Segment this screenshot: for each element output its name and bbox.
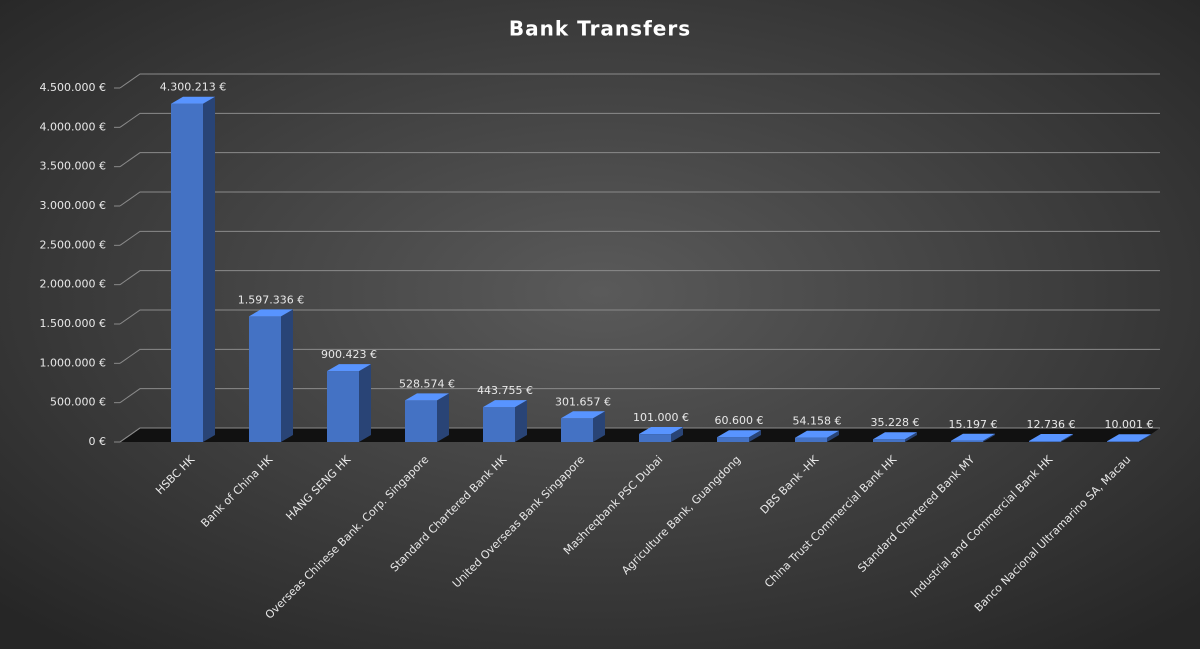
bar-side [1139,434,1151,442]
bar [951,433,995,442]
bar [327,364,371,442]
bar-top [405,393,449,401]
value-label: 4.300.213 € [160,81,226,94]
bar [1029,433,1073,442]
bar-top [249,309,293,317]
bar-front [795,437,827,442]
bar [405,393,449,442]
bar-top [717,430,761,438]
bar [795,430,839,442]
bar-top [795,430,839,438]
bar-side [515,400,527,442]
bar-side [281,309,293,442]
bar-top [951,433,995,441]
y-tick-label: 3.500.000 € [40,160,106,173]
bar-top [561,411,605,419]
bar-top [327,364,371,372]
bar-top [1029,433,1073,441]
value-label: 443.755 € [477,384,533,397]
y-tick-label: 2.000.000 € [40,278,106,291]
bar-side [203,96,215,442]
grid-line [119,112,1160,128]
bar-top [1107,434,1151,442]
y-tick-label: 4.000.000 € [40,120,106,133]
y-tick-label: 2.500.000 € [40,238,106,251]
grid-line [119,152,1160,168]
grid-line [119,388,1160,404]
bar-top [639,427,683,435]
bar-top [873,432,917,440]
bar-front [1107,441,1139,442]
y-tick-label: 3.000.000 € [40,199,106,212]
bar [561,411,605,442]
y-tick-label: 0 € [89,435,107,448]
bar-side [593,411,605,442]
bar-top [483,400,527,408]
chart-title: Bank Transfers [509,17,691,41]
bar-front [171,103,203,442]
bar-front [951,440,983,442]
grid-line [119,270,1160,286]
bar-side [749,430,761,442]
y-tick-label: 1.000.000 € [40,356,106,369]
bar-front [483,407,515,442]
grid-line [119,309,1160,325]
bar-side [671,427,683,442]
grid-line [119,73,1160,89]
bar-side [827,430,839,442]
bar-side [359,364,371,442]
value-label: 15.197 € [949,418,998,431]
bar-side [983,433,995,442]
bar [717,430,761,442]
bar-front [873,439,905,442]
bar [639,427,683,442]
bar [483,400,527,442]
value-label: 12.736 € [1027,418,1076,431]
value-label: 301.657 € [555,395,611,408]
bar-side [905,432,917,442]
value-label: 54.158 € [793,415,842,428]
bar-front [405,400,437,442]
value-label: 528.574 € [399,377,455,390]
bar-front [717,437,749,442]
value-label: 1.597.336 € [238,293,304,306]
value-label: 35.228 € [871,416,920,429]
bar-front [561,418,593,442]
grid-line [119,427,1160,443]
grid-line [119,348,1160,364]
y-tick-label: 500.000 € [50,396,106,409]
value-label: 101.000 € [633,411,689,424]
bar [873,432,917,442]
bar-front [249,316,281,442]
value-label: 60.600 € [715,414,764,427]
y-tick-label: 1.500.000 € [40,317,106,330]
bar-top [171,96,215,104]
bar-front [639,434,671,442]
value-label: 900.423 € [321,348,377,361]
bar-front [1029,440,1061,442]
bar-front [327,371,359,442]
bar [249,309,293,442]
bar-side [1061,433,1073,442]
grid-line [119,230,1160,246]
y-tick-label: 4.500.000 € [40,81,106,94]
grid-line [119,191,1160,207]
bar [171,96,215,442]
bar [1107,434,1151,442]
value-label: 10.001 € [1105,418,1154,431]
bar-side [437,393,449,442]
